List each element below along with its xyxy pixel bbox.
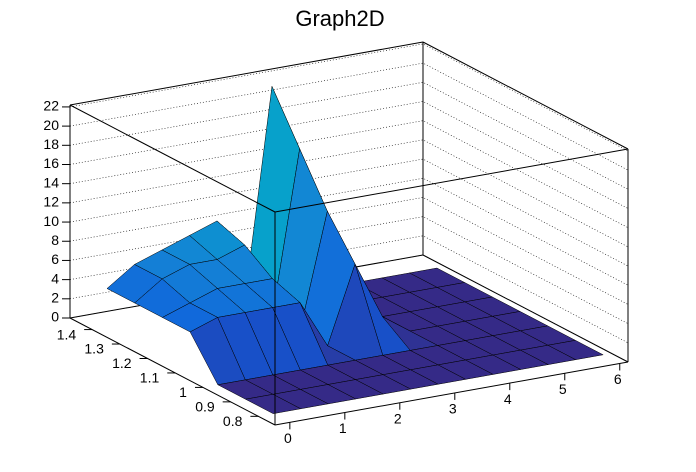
- x-tick-label: 5: [559, 381, 567, 397]
- x-tick-label: 3: [449, 401, 457, 417]
- z-tick-label: 16: [43, 155, 59, 171]
- z-tick-label: 12: [43, 194, 59, 210]
- y-tick-label: 1.2: [112, 355, 132, 371]
- grid-line: [69, 120, 629, 228]
- grid-line: [69, 158, 629, 267]
- grid-line: [69, 62, 629, 171]
- x-tick-label: 2: [394, 410, 402, 426]
- z-tick-label: 2: [51, 290, 59, 306]
- z-tick-label: 4: [51, 270, 59, 286]
- z-tick-label: 6: [51, 251, 59, 267]
- frame-edge: [69, 104, 276, 213]
- frame-edge: [274, 361, 629, 426]
- y-tick-label: 1: [179, 384, 187, 400]
- z-tick-label: 14: [43, 174, 59, 190]
- frame-edge: [422, 41, 629, 150]
- chart-title: Graph2D: [295, 6, 384, 31]
- z-tick-label: 0: [51, 309, 59, 325]
- grid-line: [69, 101, 629, 209]
- z-tick-label: 18: [43, 136, 59, 152]
- frame-edge: [274, 148, 629, 213]
- y-tick-label: 1.1: [140, 370, 160, 386]
- z-tick-label: 22: [43, 98, 59, 114]
- grid-line: [69, 43, 629, 152]
- x-tick-label: 0: [284, 430, 292, 446]
- frame-edge: [69, 317, 276, 426]
- z-tick-label: 10: [43, 213, 59, 229]
- surface-cell: [245, 394, 301, 414]
- y-tick-label: 0.9: [195, 399, 215, 415]
- y-tick-label: 0.8: [223, 413, 243, 429]
- frame-edge: [69, 41, 424, 106]
- y-tick-label: 1.3: [84, 341, 104, 357]
- grid-line: [69, 81, 629, 190]
- x-tick-label: 6: [614, 371, 622, 387]
- z-tick-label: 8: [51, 232, 59, 248]
- y-tick-label: 1.4: [57, 326, 77, 342]
- z-tick-label: 20: [43, 117, 59, 133]
- grid-line: [69, 139, 629, 248]
- x-tick-label: 4: [504, 391, 512, 407]
- x-tick-label: 1: [339, 420, 347, 436]
